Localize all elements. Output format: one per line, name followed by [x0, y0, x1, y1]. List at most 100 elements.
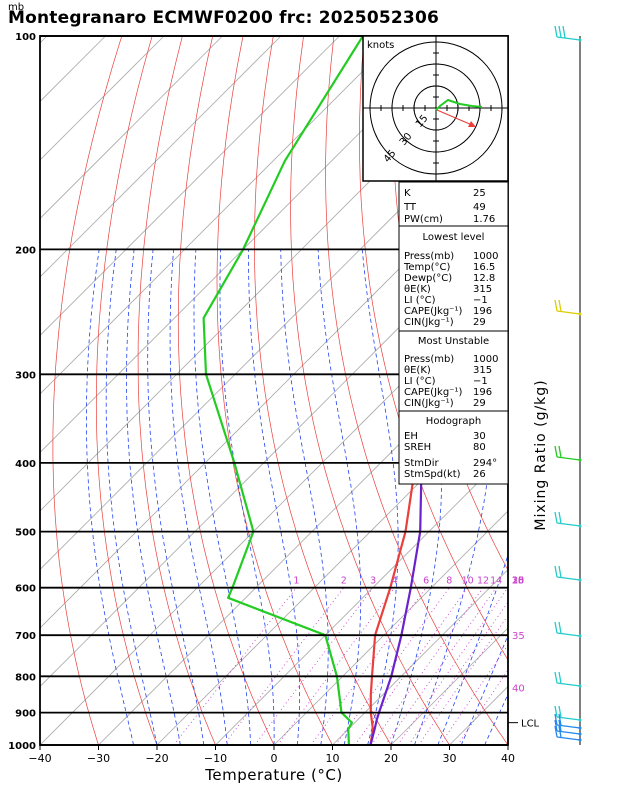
wind-barb-shaft: [556, 576, 581, 581]
moist-adiabat-line: [169, 249, 228, 745]
hodograph-unit-label: knots: [367, 40, 394, 51]
wind-barb-feather: [558, 25, 562, 38]
pressure-tick-label: 200: [15, 245, 36, 256]
isotherm-line: [40, 36, 340, 337]
pressure-tick-label: 600: [15, 584, 36, 595]
wind-barb-feather: [554, 299, 558, 312]
pressure-tick-label: 100: [15, 32, 36, 43]
lowest-pressure-label: Press(mb): [404, 251, 454, 262]
mixing-ratio-line: [457, 669, 508, 745]
pressure-unit-label: mb: [8, 2, 25, 13]
isotherm-line: [40, 36, 223, 220]
stats-panel: [398, 181, 509, 485]
hodograph-stats-header: Hodograph: [426, 416, 481, 427]
wind-barb: [554, 671, 582, 688]
mixing-ratio-label: 12: [477, 576, 489, 587]
mu-theta-e-value: 315: [473, 365, 492, 376]
lowest-lifted-index-value: −1: [473, 295, 488, 306]
theta-e-label: 40: [512, 684, 525, 695]
wind-barb-dot: [578, 524, 582, 528]
dry-adiabat-line: [359, 36, 508, 661]
wind-barb-feather: [554, 445, 558, 458]
moist-adiabat-line: [317, 249, 362, 745]
dry-adiabat-line: [254, 36, 392, 745]
isotherm-line: [40, 36, 282, 278]
wind-barb: [554, 713, 582, 730]
mixing-ratio-line: [385, 587, 497, 745]
mixing-ratio-label: 18: [512, 576, 524, 587]
wind-barb-dot: [578, 38, 582, 42]
isotherm-line: [40, 217, 508, 688]
temperature-tick-label: 0: [271, 752, 278, 765]
pressure-tick-label: 300: [15, 370, 36, 381]
dry-adiabat-line: [177, 36, 275, 745]
isotherm-line: [156, 393, 508, 745]
lowest-dewpoint-label: Dewp(°C): [404, 273, 452, 284]
wind-barb-feather: [558, 445, 562, 458]
wind-barb-feather: [554, 705, 558, 718]
isotherm-line: [40, 36, 457, 454]
lcl-label: LCL: [521, 719, 540, 730]
wind-barb-dot: [578, 684, 582, 688]
mixing-ratio-axis-label: Mixing Ratio (g/kg): [533, 379, 549, 530]
mu-cin-label: CIN(Jkg⁻¹): [404, 398, 454, 409]
mixing-ratio-label: 16: [512, 576, 524, 587]
x-axis-label: Temperature (°C): [204, 766, 342, 784]
wind-barb: [554, 719, 582, 736]
most-unstable-header: Most Unstable: [418, 336, 489, 347]
isotherm-line: [40, 36, 165, 161]
dry-adiabat-line: [607, 36, 618, 745]
mixing-ratio-label: 20: [512, 576, 524, 587]
moist-adiabat-line: [86, 249, 134, 745]
isotherm-line: [215, 451, 508, 745]
pressure-tick-label: 500: [15, 528, 36, 539]
mixing-ratio-line: [254, 587, 374, 745]
temperature-tick-label: −20: [145, 752, 168, 765]
wind-barb-feather: [554, 671, 558, 684]
wind-barb-feather: [558, 705, 562, 718]
dry-adiabat-line: [516, 36, 618, 745]
moist-adiabat-line: [248, 249, 301, 745]
pressure-tick-label: 800: [15, 672, 36, 683]
wind-barb-feather: [554, 25, 558, 38]
mixing-ratio-label: 8: [446, 576, 452, 587]
precipitable-water-value: 1.76: [473, 214, 495, 225]
mu-cin-value: 29: [473, 398, 486, 409]
lowest-theta-e-label: θE(K): [404, 284, 431, 295]
moist-adiabat-line: [126, 249, 181, 745]
wind-barb-dot: [578, 718, 582, 722]
wind-barb-dot: [578, 732, 582, 736]
pressure-tick-label: 1000: [8, 741, 36, 752]
wind-barb-feather: [558, 713, 562, 726]
wind-barb-feather: [554, 511, 558, 524]
mu-pressure-value: 1000: [473, 354, 498, 365]
storm-speed-value: 26: [473, 469, 486, 480]
wind-barb: [554, 25, 582, 42]
precipitable-water-label: PW(cm): [404, 214, 443, 225]
mu-theta-e-label: θE(K): [404, 365, 431, 376]
storm-motion-arrowhead: [468, 121, 476, 127]
dry-adiabat-line: [137, 36, 216, 745]
mixing-ratio-line: [223, 587, 345, 745]
wind-barb-shaft: [556, 456, 581, 461]
pressure-tick-label: 400: [15, 459, 36, 470]
pressure-tick-label: 900: [15, 709, 36, 720]
isotherm-line: [40, 276, 508, 745]
storm-speed-label: StmSpd(kt): [404, 469, 461, 480]
mixing-ratio-line: [397, 587, 508, 745]
wind-barb: [554, 511, 582, 528]
moist-adiabat-line: [147, 249, 205, 745]
moist-adiabat-line: [361, 249, 399, 745]
wind-barb-shaft: [556, 724, 581, 729]
mixing-ratio-label: 30: [512, 576, 524, 587]
wind-barb-feather: [554, 565, 558, 578]
wind-barb-feather: [558, 725, 562, 738]
lowest-theta-e-value: 315: [473, 284, 492, 295]
mixing-ratio-label: 6: [423, 576, 429, 587]
isotherm-line: [40, 36, 399, 395]
mu-lifted-index-label: LI (°C): [404, 376, 436, 387]
wind-barb: [554, 621, 582, 638]
wind-barb-feather: [558, 565, 562, 578]
